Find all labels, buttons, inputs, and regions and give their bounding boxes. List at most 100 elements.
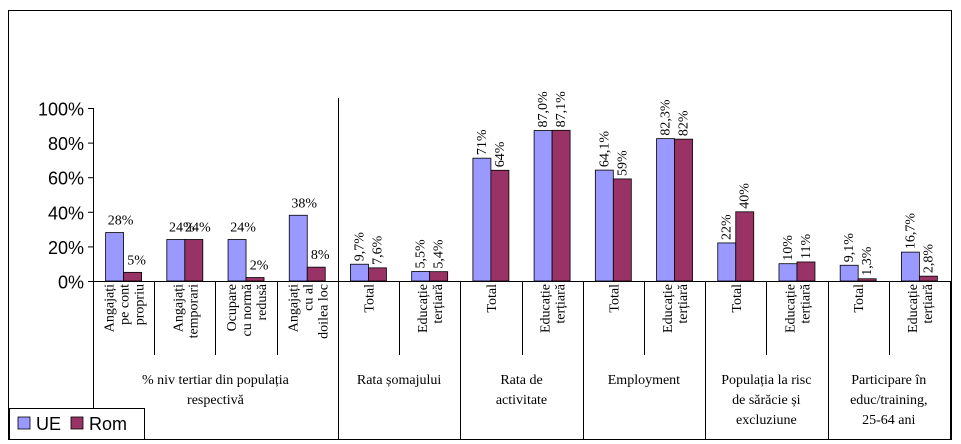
data-label-rom: 82% (677, 110, 692, 136)
legend-label: UE (36, 414, 61, 434)
bar-ue (839, 264, 859, 282)
bar-rom (796, 261, 816, 282)
bar-rom (184, 239, 204, 282)
bar-rom (368, 267, 387, 282)
bar-ue (105, 232, 125, 282)
category-label: Total (485, 284, 500, 313)
category-label: cu normă (240, 283, 255, 336)
bar-rom (674, 138, 693, 282)
category-label: Total (607, 284, 622, 313)
category-label: terțiară (554, 283, 569, 323)
bar-ue (656, 138, 675, 282)
bar-rom (918, 275, 938, 282)
data-label-rom: 11% (799, 233, 814, 258)
bar-rom (735, 211, 755, 282)
category-label: Educație (661, 284, 676, 333)
data-label-ue: 9,1% (842, 233, 857, 263)
bar-rom (245, 277, 265, 282)
bar-ue (594, 169, 614, 282)
data-label-rom: 59% (615, 150, 630, 176)
data-label-ue: 9,7% (352, 232, 367, 262)
category-label: terțiară (798, 283, 813, 323)
y-tick-label: 60% (48, 169, 84, 189)
category-label: Total (852, 284, 867, 313)
data-label-ue: 38% (291, 196, 317, 211)
bar-ue (533, 130, 553, 282)
data-label-ue: 28% (108, 214, 134, 229)
data-label-rom: 7,6% (370, 235, 385, 265)
data-label-rom: 2,8% (921, 244, 936, 274)
bar-rom (429, 271, 449, 282)
bar-rom (551, 129, 571, 282)
category-label: Educație (416, 284, 431, 333)
data-label-rom: 2% (250, 259, 269, 274)
bar-ue (166, 239, 186, 282)
data-label-ue: 24% (230, 220, 256, 235)
group-label: Employment (608, 373, 680, 388)
data-label-ue: 10% (781, 235, 796, 261)
bar-ue (350, 263, 369, 282)
legend-swatch (17, 416, 31, 430)
data-label-ue: 87,0% (536, 91, 551, 128)
category-label: Total (362, 284, 377, 313)
legend-swatch (70, 416, 84, 430)
bar-rom (490, 169, 510, 282)
data-label-ue: 24% (169, 220, 195, 235)
legend: UE Rom (9, 408, 145, 440)
bar-ue (472, 157, 492, 282)
data-label-ue: 5,5% (414, 239, 429, 269)
data-label-ue: 82,3% (659, 99, 674, 136)
category-label: Educație (539, 284, 554, 333)
data-label-rom: 40% (738, 183, 753, 209)
data-label-rom: 87,1% (554, 91, 569, 128)
category-label: pe cont (118, 284, 133, 325)
bar-ue (778, 263, 798, 282)
category-label: Educație (906, 284, 921, 333)
group-label: activitate (496, 393, 547, 408)
data-label-rom: 64% (493, 141, 508, 167)
bar-rom (857, 278, 877, 282)
bar-rom (612, 178, 632, 282)
group-label: educ/training, (850, 393, 927, 408)
category-label: terțiară (431, 283, 446, 323)
data-label-rom: 5% (127, 253, 146, 268)
category-label: terțiară (921, 283, 936, 323)
category-label: Total (730, 284, 745, 313)
bar-ue (717, 242, 737, 282)
data-label-rom: 24% (185, 220, 211, 235)
category-label: Ocupare (225, 284, 240, 331)
bar-rom (123, 271, 143, 282)
category-label: propriu (133, 284, 148, 325)
bar-ue (900, 251, 920, 282)
group-label: Participare în (851, 373, 926, 388)
y-tick-label: 40% (48, 203, 84, 223)
y-tick-label: 20% (48, 238, 84, 258)
category-label: cu al (301, 284, 316, 311)
y-tick-label: 80% (48, 134, 84, 154)
category-label: doilea loc (316, 284, 331, 339)
y-tick-label: 100% (38, 100, 84, 120)
category-label: Angajați (171, 284, 186, 332)
group-label: Rata de (500, 373, 542, 388)
group-label: Rata șomajului (357, 373, 441, 388)
category-label: Educație (783, 284, 798, 333)
category-label: Angajați (103, 284, 118, 332)
data-label-rom: 1,3% (860, 246, 875, 276)
y-tick-label: 0% (58, 273, 84, 293)
group-label: 25-64 ani (862, 413, 915, 428)
bar-ue (288, 214, 308, 282)
data-label-rom: 5,4% (432, 239, 447, 269)
bar-ue (411, 271, 431, 282)
data-label-ue: 64,1% (597, 131, 612, 168)
category-label: Angajați (286, 284, 301, 332)
group-label: respectivă (187, 393, 245, 408)
data-label-ue: 71% (475, 129, 490, 155)
group-label: excluziune (736, 413, 797, 428)
group-label: de sărăcie și (732, 393, 801, 408)
legend-label: Rom (89, 414, 127, 434)
group-label: Populația la risc (721, 373, 811, 388)
plot-area: 0%20%40%60%80%100%28% 24% 24%38%9,7% 5,5%71… (38, 91, 951, 439)
category-label: redusă (255, 283, 270, 320)
bar-ue (227, 239, 247, 282)
